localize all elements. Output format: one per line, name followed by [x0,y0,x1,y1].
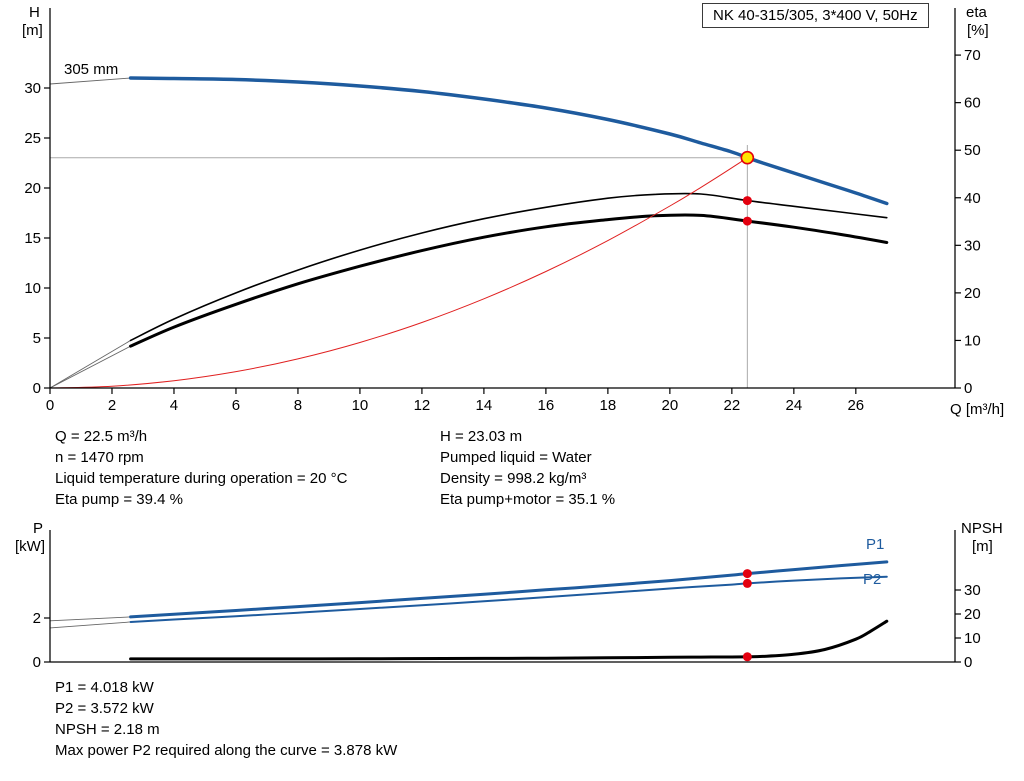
p1-curve-label: P1 [866,536,885,553]
readout-p2: P2 = 3.572 kW [55,700,154,717]
readout-speed: n = 1470 rpm [55,449,144,466]
p2-curve [129,575,888,623]
eta-axis-unit: [%] [967,22,989,39]
y-right-tick-label: 20 [964,285,981,302]
p1-point [742,569,752,579]
eta-axis-label: eta [966,4,987,21]
eta-pump-motor-curve [129,213,889,348]
duty-readouts-right: H = 23.03 m Pumped liquid = Water Densit… [440,426,615,510]
y-right-tick-label: 0 [964,380,972,397]
p2-lead-in [49,621,132,629]
eta-pump-curve [129,192,888,342]
y-left-tick-label: 20 [24,180,41,197]
x-tick-label: 8 [294,397,302,414]
y-right-tick-label: 30 [964,582,981,599]
y-right-tick-label: 30 [964,237,981,254]
duty-point [740,150,755,165]
power-readouts: P1 = 4.018 kW P2 = 3.572 kW NPSH = 2.18 … [55,677,397,761]
readout-liquid: Pumped liquid = Water [440,449,592,466]
system-curve [49,157,748,389]
readout-temperature: Liquid temperature during operation = 20… [55,470,348,487]
h-axis-unit: [m] [22,22,43,39]
p-axis-unit: [kW] [15,538,45,555]
x-tick-label: 24 [785,397,802,414]
y-right-tick-label: 60 [964,95,981,112]
p-axis-label: P [33,520,44,537]
x-tick-label: 18 [600,397,617,414]
y-right-tick-label: 20 [964,606,981,623]
readout-eta-pump: Eta pump = 39.4 % [55,491,183,508]
p1-lead-in [49,616,132,622]
npsh-axis-unit: [m] [972,538,993,555]
x-tick-label: 6 [232,397,240,414]
readout-max-p2: Max power P2 required along the curve = … [55,742,398,759]
x-tick-label: 12 [414,397,431,414]
npsh-axis-label: NPSH [961,520,1003,537]
readout-p1: P1 = 4.018 kW [55,679,154,696]
y-left-tick-label: 2 [33,610,41,627]
p2-point [742,578,752,588]
y-left-tick-label: 15 [24,230,41,247]
head-lead-in [49,77,132,85]
p1-curve [129,560,889,619]
npsh-point [742,652,752,662]
impeller-size-label: 305 mm [64,61,119,78]
head-curve-305mm [128,76,889,206]
y-left-tick-label: 10 [24,280,41,297]
y-left-tick-label: 25 [24,130,41,147]
y-right-tick-label: 0 [964,654,972,671]
y-right-tick-label: 40 [964,190,981,207]
y-right-tick-label: 50 [964,142,981,159]
p2-curve-label: P2 [863,571,882,588]
eta-pump-lead-in [49,339,132,389]
x-tick-label: 22 [724,397,741,414]
readout-eta-pump-motor: Eta pump+motor = 35.1 % [440,491,616,508]
y-right-tick-label: 10 [964,332,981,349]
x-tick-label: 0 [46,397,54,414]
y-right-tick-label: 10 [964,630,981,647]
y-left-tick-label: 30 [24,80,41,97]
x-tick-label: 14 [476,397,493,414]
pump-title-box: NK 40-315/305, 3*400 V, 50Hz [702,3,929,28]
x-tick-label: 4 [170,397,178,414]
y-left-tick-label: 5 [33,330,41,347]
eta-pump-point [742,196,752,206]
h-axis-label: H [29,4,40,21]
y-left-tick-label: 0 [33,380,41,397]
x-tick-label: 2 [108,397,116,414]
readout-density: Density = 998.2 kg/m³ [440,470,587,487]
hq-eta-chart: 0 2 4 6 8 10 12 14 16 18 20 22 24 2605101520253001020… [24,8,981,414]
q-axis-label: Q [m³/h] [950,401,1005,418]
duty-readouts-left: Q = 22.5 m³/h n = 1470 rpm Liquid temper… [55,426,347,510]
y-right-tick-label: 70 [964,47,981,64]
x-tick-label: 16 [538,397,555,414]
x-tick-label: 20 [662,397,679,414]
readout-npsh: NPSH = 2.18 m [55,721,160,738]
readout-head: H = 23.03 m [440,428,523,445]
eta-pump-motor-point [742,216,752,226]
readout-flow: Q = 22.5 m³/h [55,428,148,445]
x-tick-label: 26 [847,397,864,414]
x-tick-label: 10 [352,397,369,414]
eta-pump-motor-lead-in [49,345,132,389]
y-left-tick-label: 0 [33,654,41,671]
npsh-curve [129,619,889,661]
